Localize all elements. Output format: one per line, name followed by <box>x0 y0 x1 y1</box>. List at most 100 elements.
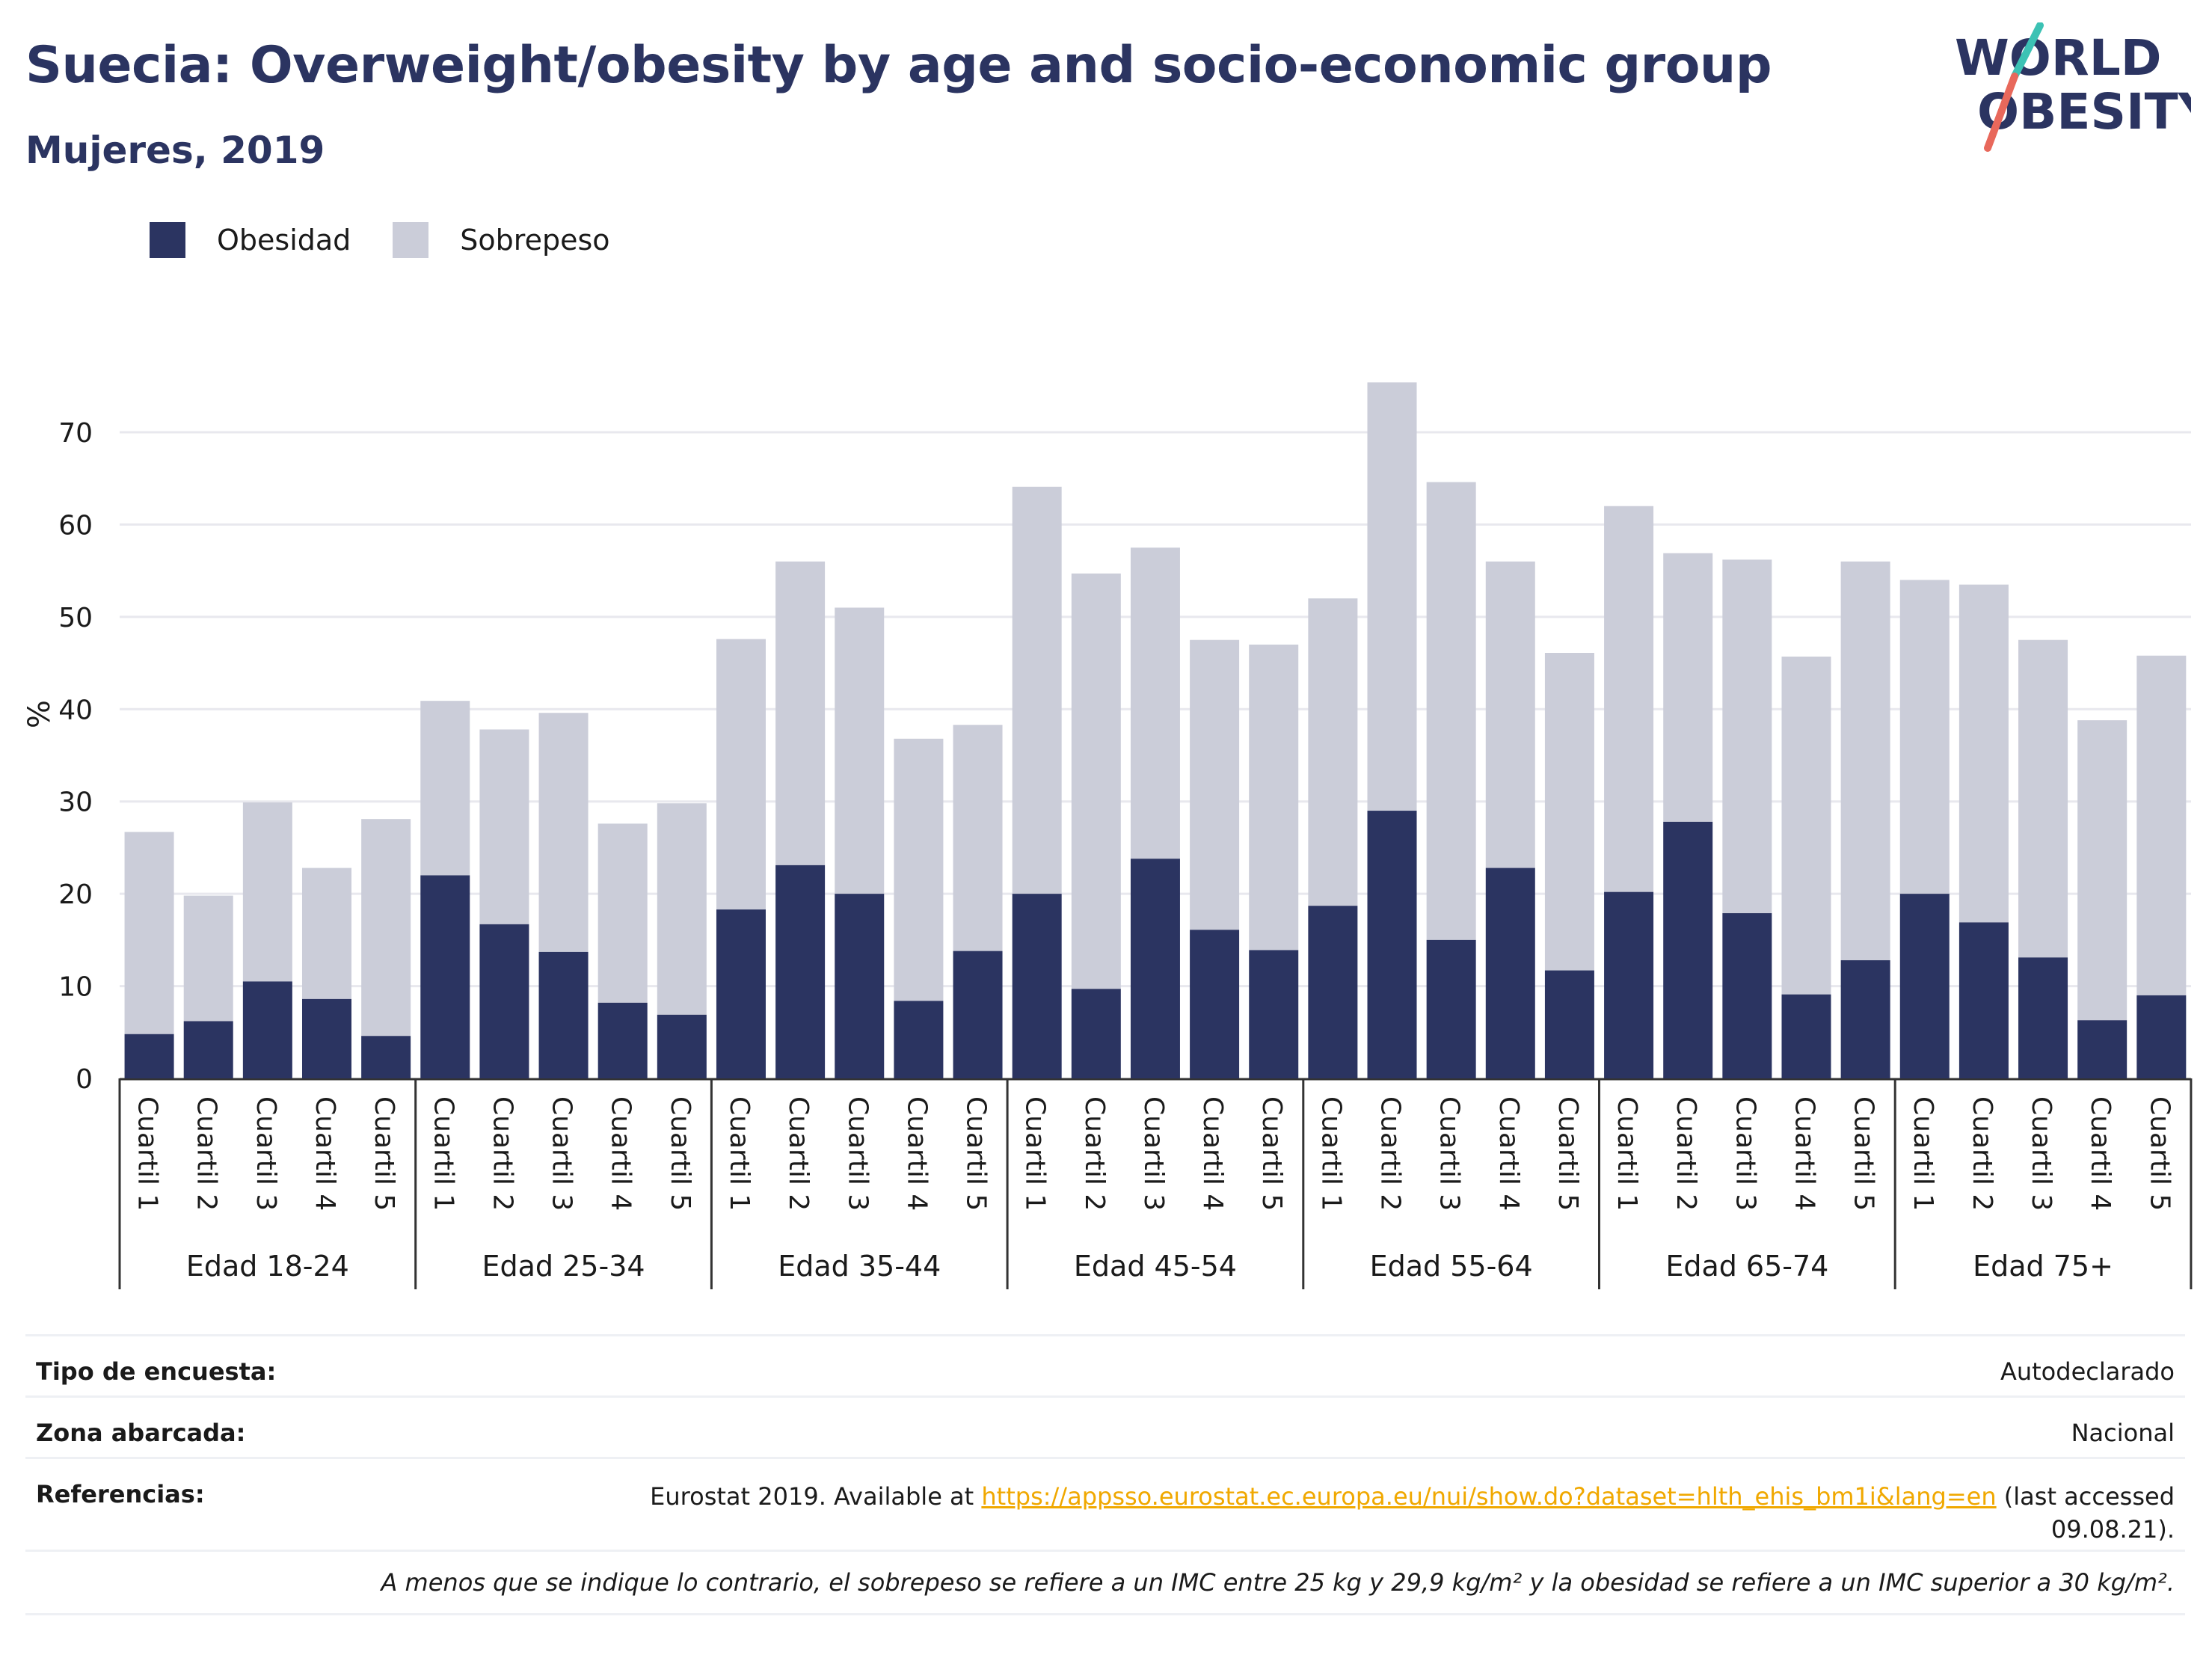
bar-sobrepeso <box>538 713 589 952</box>
x-tick-label: Cuartil 5 <box>1552 1096 1583 1211</box>
x-tick-label: Cuartil 4 <box>1197 1096 1228 1211</box>
bar-obesidad <box>1130 859 1180 1078</box>
bar-obesidad <box>1190 930 1240 1078</box>
x-tick-label: Cuartil 5 <box>665 1096 695 1211</box>
x-tick-label: Cuartil 1 <box>132 1096 163 1211</box>
bar-sobrepeso <box>1426 482 1476 940</box>
bar-sobrepeso <box>775 561 826 865</box>
bar-obesidad <box>183 1021 233 1078</box>
bar-obesidad <box>1485 868 1535 1078</box>
y-tick-label: 10 <box>58 972 93 1003</box>
bar-obesidad <box>1663 821 1713 1078</box>
bar-sobrepeso <box>479 729 529 924</box>
bar-obesidad <box>1367 811 1417 1078</box>
legend-item-obesidad: Obesidad <box>150 222 351 258</box>
metadata-row-area: Zona abarcada: Nacional <box>25 1395 2185 1459</box>
bar-sobrepeso <box>1485 561 1535 868</box>
bar-obesidad <box>1249 950 1299 1078</box>
x-tick-label: Cuartil 4 <box>1789 1096 1819 1211</box>
bar-obesidad <box>361 1036 411 1078</box>
metadata-label: Referencias: <box>36 1480 205 1508</box>
bar-sobrepeso <box>953 725 1003 951</box>
x-tick-label: Cuartil 5 <box>2144 1096 2175 1211</box>
y-tick-label: 50 <box>58 603 93 633</box>
x-tick-label: Cuartil 1 <box>428 1096 458 1211</box>
bar-obesidad <box>1544 970 1594 1078</box>
x-tick-label: Cuartil 4 <box>310 1096 340 1211</box>
group-label: Edad 75+ <box>1973 1250 2113 1283</box>
stacked-bar-chart: 0 10 20 30 40 50 60 70% Cuartil 1 Cuartil 2 Cuarti… <box>22 382 2193 1289</box>
bar-sobrepeso <box>716 639 766 910</box>
bar-obesidad <box>1781 994 1831 1078</box>
bar-sobrepeso <box>1899 580 1950 894</box>
group-label: Edad 35-44 <box>778 1250 941 1283</box>
y-tick-label: 20 <box>58 879 93 910</box>
y-tick-label: 30 <box>58 787 93 818</box>
bar-sobrepeso <box>124 832 174 1034</box>
bar-sobrepeso <box>183 895 233 1022</box>
bar-obesidad <box>538 951 589 1078</box>
bar-obesidad <box>124 1034 174 1078</box>
bar-obesidad <box>1604 891 1654 1078</box>
legend-swatch-sobrepeso <box>393 222 429 258</box>
x-tick-label: Cuartil 1 <box>1315 1096 1346 1211</box>
bar-obesidad <box>479 924 529 1078</box>
metadata-value: Nacional <box>2071 1419 2175 1447</box>
bar-obesidad <box>1308 906 1358 1078</box>
x-tick-label: Cuartil 3 <box>2026 1096 2056 1211</box>
reference-link[interactable]: https://appsso.eurostat.ec.europa.eu/nui… <box>981 1482 1997 1511</box>
legend-label-sobrepeso: Sobrepeso <box>460 224 610 257</box>
x-tick-label: Cuartil 2 <box>1671 1096 1701 1211</box>
bar-sobrepeso <box>1663 553 1713 822</box>
x-tick-label: Cuartil 4 <box>2085 1096 2116 1211</box>
bar-obesidad <box>1899 894 1950 1078</box>
bar-obesidad <box>1840 960 1890 1078</box>
x-tick-label: Cuartil 3 <box>251 1096 281 1211</box>
y-tick-label: 0 <box>76 1064 93 1095</box>
x-tick-label: Cuartil 1 <box>1908 1096 1938 1211</box>
bar-sobrepeso <box>1958 584 2009 923</box>
bar-sobrepeso <box>1544 652 1594 971</box>
bar-obesidad <box>2077 1020 2127 1078</box>
bar-sobrepeso <box>301 868 351 999</box>
bar-sobrepeso <box>1722 559 1772 914</box>
group-label: Edad 18-24 <box>186 1250 349 1283</box>
y-tick-label: 60 <box>58 510 93 541</box>
bar-sobrepeso <box>361 819 411 1037</box>
metadata-value: Eurostat 2019. Available at https://apps… <box>650 1480 2175 1546</box>
group-label: Edad 65-74 <box>1665 1250 1828 1283</box>
legend-item-sobrepeso: Sobrepeso <box>393 222 610 258</box>
x-tick-label: Cuartil 3 <box>1138 1096 1169 1211</box>
bar-obesidad <box>835 894 885 1078</box>
metadata-label: Zona abarcada: <box>36 1419 246 1447</box>
bar-sobrepeso <box>1367 382 1417 811</box>
bar-sobrepeso <box>657 803 707 1015</box>
group-label: Edad 45-54 <box>1074 1250 1237 1283</box>
x-tick-label: Cuartil 1 <box>1612 1096 1642 1211</box>
page-title: Suecia: Overweight/obesity by age and so… <box>25 36 1772 95</box>
page-subtitle: Mujeres, 2019 <box>25 129 325 172</box>
reference-text: Eurostat 2019. Available at <box>650 1482 982 1511</box>
metadata-row-references: Referencias: Eurostat 2019. Available at… <box>25 1457 2185 1552</box>
bar-sobrepeso <box>242 802 292 982</box>
bar-sobrepeso <box>835 607 885 894</box>
bar-obesidad <box>894 1001 944 1078</box>
bar-sobrepeso <box>1249 644 1299 951</box>
logo-line2: OBESITY <box>1977 83 2191 141</box>
bar-obesidad <box>301 998 351 1078</box>
bar-sobrepeso <box>1071 573 1121 989</box>
bar-sobrepeso <box>1604 506 1654 892</box>
x-tick-label: Cuartil 2 <box>1967 1096 1997 1211</box>
metadata-row-note: A menos que se indique lo contrario, el … <box>25 1550 2185 1615</box>
x-tick-label: Cuartil 4 <box>606 1096 636 1211</box>
x-tick-label: Cuartil 4 <box>901 1096 932 1211</box>
bar-sobrepeso <box>894 738 944 1001</box>
y-tick-label: 40 <box>58 695 93 725</box>
bar-obesidad <box>420 875 470 1078</box>
logo-line1: WORLD <box>1955 29 2162 87</box>
x-tick-label: Cuartil 2 <box>191 1096 222 1211</box>
bar-sobrepeso <box>1781 656 1831 995</box>
x-tick-label: Cuartil 5 <box>1849 1096 1879 1211</box>
x-tick-label: Cuartil 3 <box>547 1096 577 1211</box>
metadata-row-survey-type: Tipo de encuesta: Autodeclarado <box>25 1334 2185 1398</box>
